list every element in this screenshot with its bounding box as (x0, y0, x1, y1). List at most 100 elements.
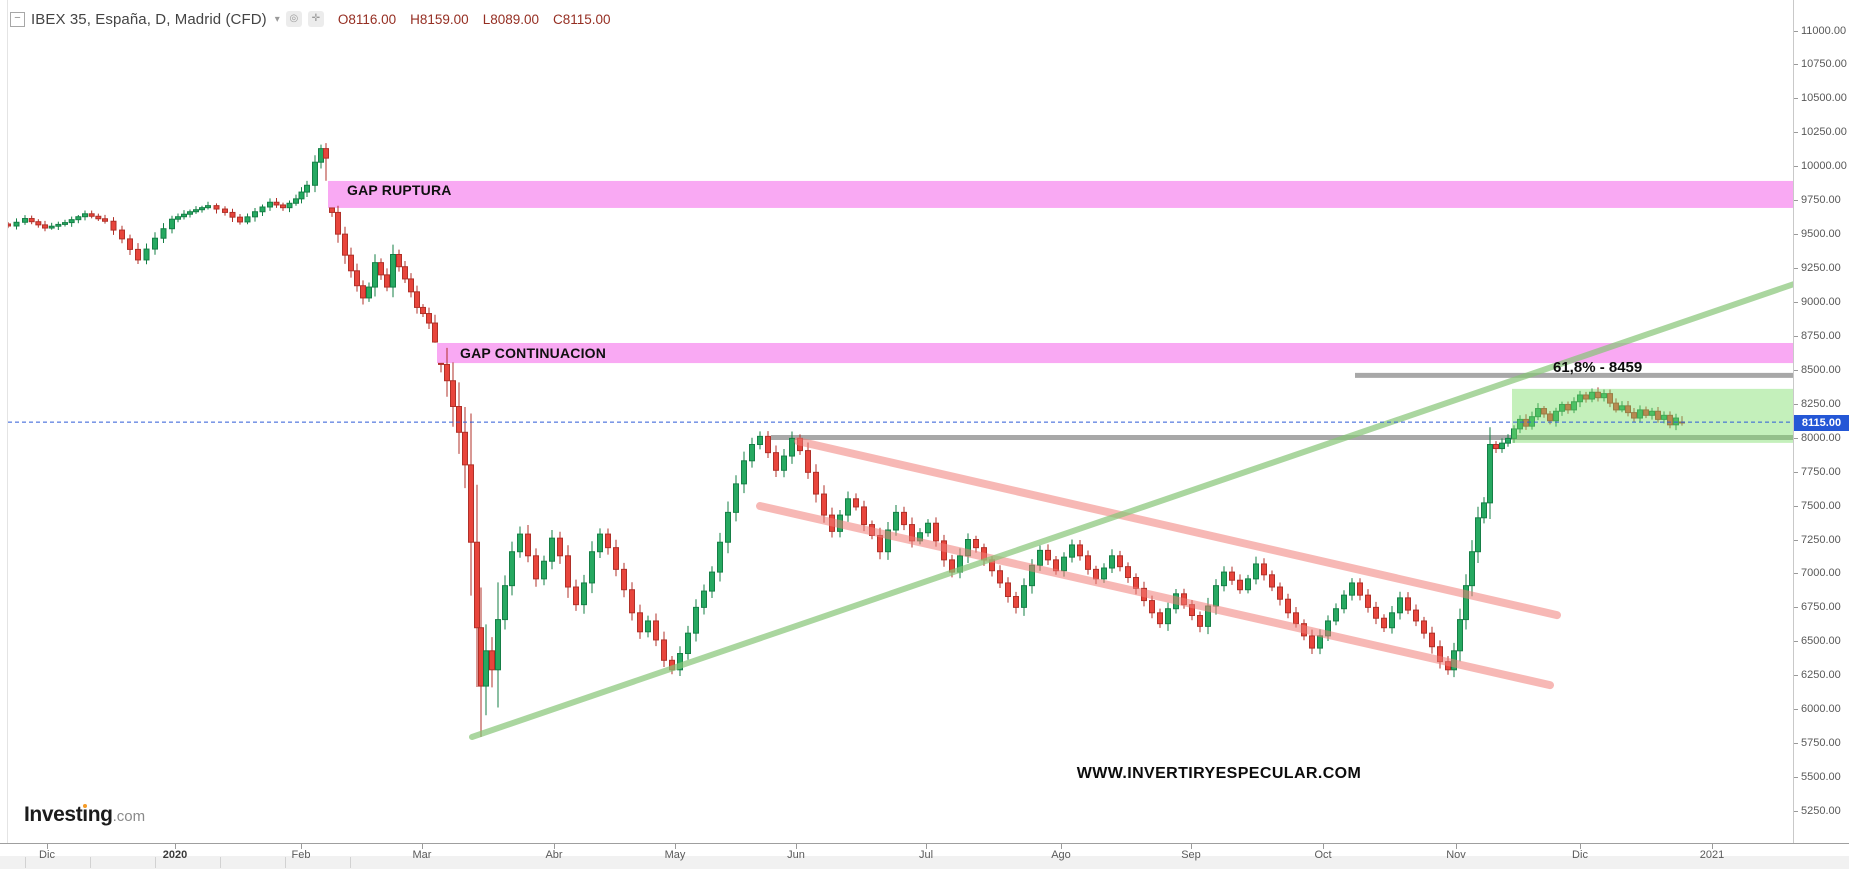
price-axis-label: 8500.00 (1801, 363, 1841, 376)
price-axis-label: 7000.00 (1801, 567, 1841, 580)
price-axis-label: 7250.00 (1801, 533, 1841, 546)
price-axis-label: 10250.00 (1801, 126, 1847, 139)
time-axis-label: Mar (412, 849, 432, 861)
price-tick (1794, 234, 1798, 236)
logo-text: Investı ng (24, 803, 113, 826)
price-tick (1794, 709, 1798, 711)
price-axis-label: 10500.00 (1801, 92, 1847, 105)
site-watermark: WWW.INVERTIRYESPECULAR.COM (1076, 765, 1362, 782)
time-tick (675, 844, 676, 849)
price-axis-label: 10000.00 (1801, 160, 1847, 173)
price-tick (1794, 166, 1798, 168)
chevron-down-icon[interactable]: ▾ (274, 13, 280, 25)
time-axis-label: Dic (1572, 849, 1588, 861)
price-axis-label: 6750.00 (1801, 601, 1841, 614)
pane-left-border (7, 0, 8, 843)
time-tick (175, 844, 176, 849)
price-axis-label: 9000.00 (1801, 296, 1841, 308)
price-tick (1794, 132, 1798, 134)
channel-lower-line[interactable] (756, 501, 1554, 690)
scroll-strip-tick (155, 857, 156, 868)
price-tick (1794, 539, 1798, 541)
price-tick (1794, 268, 1798, 270)
time-axis-label: Jun (787, 849, 805, 861)
price-axis-label: 5750.00 (1801, 737, 1841, 750)
logo-tld: .com (112, 808, 146, 825)
time-axis-label: Ago (1051, 849, 1071, 861)
price-tick (1794, 437, 1798, 439)
time-axis-label: 2021 (1699, 849, 1725, 861)
price-axis-label: 9750.00 (1801, 194, 1841, 207)
price-tick (1794, 403, 1798, 405)
time-axis-label: May (664, 849, 686, 861)
scroll-strip-tick (285, 857, 286, 868)
scroll-strip-tick (220, 857, 221, 868)
gap-band[interactable] (328, 180, 1793, 208)
price-tick (1794, 607, 1798, 609)
last-price-badge: 8115.00 (1794, 415, 1849, 431)
time-tick (1061, 844, 1062, 849)
time-axis-label: Nov (1446, 849, 1466, 861)
time-tick (47, 844, 48, 849)
time-axis-label: Jul (918, 849, 934, 861)
gap-band[interactable] (437, 342, 1793, 364)
price-tick (1794, 30, 1798, 32)
gap-continuacion-label: GAP CONTINUACION (460, 345, 607, 361)
price-axis-label: 11000.00 (1801, 24, 1847, 37)
price-tick (1794, 573, 1798, 575)
time-tick (1580, 844, 1581, 849)
time-axis-label: Abr (545, 849, 563, 861)
investing-logo: Investı ng.com (24, 803, 145, 827)
price-axis-label: 5250.00 (1801, 804, 1841, 817)
price-tick (1794, 641, 1798, 643)
channel-upper-line[interactable] (794, 437, 1561, 620)
logo-orange-dot (83, 804, 88, 808)
price-axis-label: 6000.00 (1801, 703, 1841, 716)
price-tick (1794, 810, 1798, 812)
price-axis-label: 6250.00 (1801, 669, 1841, 682)
price-axis-label: 6500.00 (1801, 635, 1841, 648)
time-tick (301, 844, 302, 849)
time-axis-label: 2020 (162, 849, 188, 861)
time-axis-scroll-strip[interactable] (0, 856, 1849, 869)
time-axis-label: Oct (1314, 849, 1332, 861)
price-axis-label: 8250.00 (1801, 397, 1841, 410)
candles-layer (8, 143, 1685, 737)
close-value: C8115.00 (553, 11, 611, 27)
collapse-legend-icon[interactable]: − (10, 11, 25, 27)
high-value: H8159.00 (410, 11, 469, 27)
price-tick (1794, 302, 1798, 303)
time-tick (1456, 844, 1457, 849)
scroll-strip-tick (90, 857, 91, 868)
price-axis-label: 10750.00 (1801, 58, 1847, 71)
price-axis-label: 7500.00 (1801, 499, 1841, 512)
gap-ruptura-label: GAP RUPTURA (347, 182, 452, 198)
add-indicator-icon[interactable]: ✛ (307, 11, 324, 27)
target-box[interactable] (1512, 388, 1793, 443)
time-tick (554, 844, 555, 849)
time-tick (1712, 844, 1713, 849)
price-axis-label: 5500.00 (1801, 771, 1841, 784)
price-axis-label: 8000.00 (1801, 431, 1841, 444)
time-tick (1323, 844, 1324, 849)
time-tick (796, 844, 797, 849)
price-tick (1794, 64, 1798, 66)
style-settings-icon[interactable]: ◎ (285, 11, 302, 27)
time-axis[interactable]: Dic 2020 Feb Mar Abr May Jun Jul Ago Sep Oct Nov Dic… (0, 843, 1849, 870)
fibonacci-level-label: 61,8% - 8459 (1553, 359, 1643, 376)
price-axis-label: 9500.00 (1801, 228, 1841, 241)
price-tick (1794, 98, 1798, 100)
price-axis-label: 9250.00 (1801, 262, 1841, 275)
symbol-title[interactable]: IBEX 35, España, D, Madrid (CFD) (31, 10, 267, 28)
chart-legend: − IBEX 35, España, D, Madrid (CFD) ▾ ◎ ✛… (10, 8, 611, 30)
low-value: L8089.00 (482, 11, 539, 27)
price-tick (1794, 777, 1798, 779)
open-value: O8116.00 (337, 11, 397, 27)
time-axis-label: Dic (39, 849, 55, 861)
price-axis-label: 8750.00 (1801, 329, 1841, 342)
time-axis-label: Sep (1181, 849, 1201, 861)
price-axis[interactable]: 11000.00 10750.00 10500.00 10250.00 10000.00… (1793, 0, 1849, 843)
uptrend-line[interactable] (469, 281, 1795, 740)
